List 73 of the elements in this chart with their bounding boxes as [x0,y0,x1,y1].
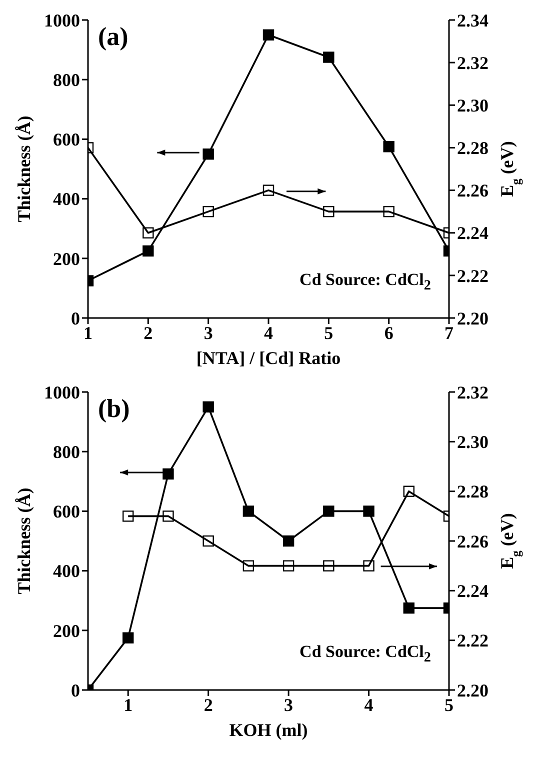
y2-tick-label: 2.28 [457,482,488,502]
annotation: (b) [98,394,130,424]
y2-tick-label: 2.24 [457,581,488,602]
y2-tick-label: 2.30 [457,432,488,452]
y2-tick-label: 2.24 [457,223,488,244]
y-tick-label: 1000 [44,10,80,30]
y-tick-label: 600 [53,130,80,150]
x-tick-label: 4 [364,694,374,715]
x-tick-label: 4 [264,322,273,343]
point [403,602,414,614]
point [323,206,334,218]
x-tick-label: 1 [84,322,92,343]
point [383,206,394,218]
point [323,52,334,63]
x-tick-label: 2 [144,322,153,343]
y2-tick-label: 2.32 [457,382,488,402]
point [242,560,254,572]
y-tick-label: 600 [53,502,80,522]
y-tick-label: 1000 [44,382,80,402]
x-tick-label: 7 [444,322,454,343]
x-tick-label: 1 [124,694,133,715]
y-axis-title: Thickness (Å) [14,116,34,222]
annotation: Cd Source: CdCl$_{2}$ [300,642,431,666]
point [122,632,134,644]
annotation: (a) [98,22,128,52]
y-tick-label: 200 [53,620,80,641]
point [202,206,214,218]
y2-tick-label: 2.32 [457,52,488,73]
y2-tick-label: 2.22 [457,266,488,286]
point [162,468,174,480]
x-tick-label: 2 [204,694,213,715]
y-axis-title: Thickness (Å) [14,488,34,594]
point [122,510,134,522]
point [363,506,374,517]
x-tick-label: 5 [324,322,334,343]
x-tick-label: 5 [444,694,454,715]
point [282,535,294,547]
y2-tick-label: 2.28 [457,138,488,158]
point [262,29,274,40]
y2-tick-label: 2.34 [457,10,488,30]
x-tick-label: 6 [384,322,394,343]
point [363,560,374,572]
x-axis-title: KOH (ml) [229,720,308,740]
y2-tick-label: 2.22 [457,630,488,651]
point [202,401,214,412]
point [142,227,154,238]
y2-tick-label: 2.26 [457,531,488,552]
y-tick-label: 400 [53,189,80,210]
point [383,141,394,152]
x-tick-label: 3 [204,322,213,343]
y-tick-label: 0 [71,308,80,328]
point [202,535,214,547]
y-tick-label: 0 [71,680,80,700]
point [242,506,254,517]
point [202,148,214,160]
x-tick-label: 3 [284,694,294,715]
y-tick-label: 200 [53,248,80,269]
x-axis-title: [NTA] / [Cd] Ratio [196,348,341,368]
y2-tick-label: 2.26 [457,180,488,201]
y-tick-label: 400 [53,561,80,582]
point [323,506,334,517]
y-tick-label: 800 [53,70,80,90]
point [142,245,154,257]
y2-tick-label: 2.20 [457,308,488,328]
point [162,510,174,522]
annotation: Cd Source: CdCl$_{2}$ [300,270,431,294]
point [323,560,334,572]
point [403,486,414,497]
y-tick-label: 800 [53,442,80,462]
point [262,184,274,196]
y2-tick-label: 2.30 [457,96,488,116]
point [282,560,294,572]
y2-tick-label: 2.20 [457,680,488,700]
